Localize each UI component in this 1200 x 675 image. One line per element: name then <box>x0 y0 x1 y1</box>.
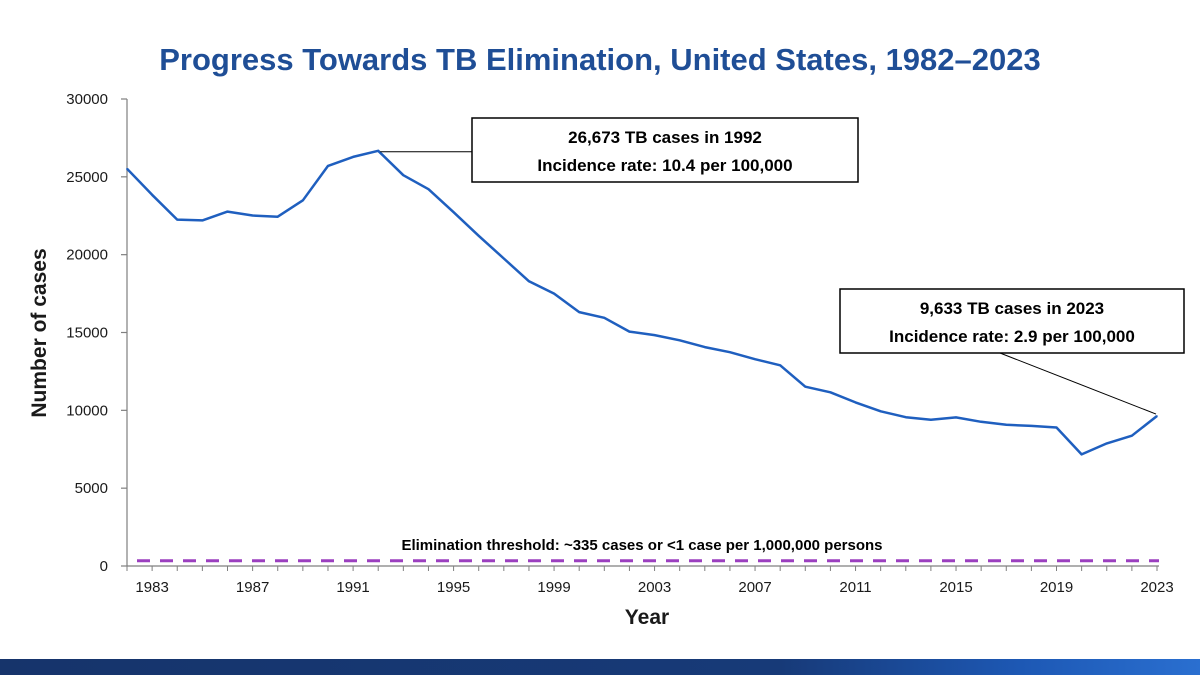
data-point <box>528 280 530 283</box>
annotation-1992-line2: Incidence rate: 10.4 per 100,000 <box>537 156 792 175</box>
data-point <box>201 219 204 222</box>
annotation-2023-line2: Incidence rate: 2.9 per 100,000 <box>889 327 1135 346</box>
data-point <box>1080 453 1083 456</box>
data-point <box>704 346 706 348</box>
data-point <box>653 334 656 336</box>
data-point <box>126 167 128 170</box>
y-tick-label: 10000 <box>66 402 108 419</box>
data-point <box>302 199 304 202</box>
x-tick-label: 2023 <box>1140 579 1173 596</box>
x-tick-label: 1999 <box>537 579 570 596</box>
y-tick-label: 0 <box>100 558 108 575</box>
data-point <box>779 364 781 367</box>
x-tick-label: 1987 <box>236 579 269 596</box>
data-point <box>503 257 505 260</box>
x-tick-label: 2019 <box>1040 579 1073 596</box>
data-point <box>603 316 606 319</box>
data-point <box>276 215 279 218</box>
annotation-2023-line1: 9,633 TB cases in 2023 <box>920 299 1104 318</box>
annotation-2023-box <box>839 288 1185 354</box>
data-point <box>1131 434 1133 437</box>
data-point <box>854 401 857 404</box>
threshold-layer: Elimination threshold: ~335 cases or <1 … <box>137 537 1159 563</box>
data-point <box>678 339 681 342</box>
x-tick-label: 1995 <box>437 579 470 596</box>
x-tick-label: 2011 <box>839 579 871 596</box>
data-point <box>980 421 982 423</box>
data-point <box>829 391 832 394</box>
data-point <box>427 188 430 190</box>
series-line-tb-cases <box>126 149 1158 456</box>
tb-cases-chart: Progress Towards TB Elimination, United … <box>28 42 1185 629</box>
x-tick-label: 1991 <box>336 579 369 596</box>
x-tick-label: 2015 <box>939 579 972 596</box>
annotation-1992-line1: 26,673 TB cases in 1992 <box>568 128 762 147</box>
data-point <box>151 193 153 196</box>
chart-title: Progress Towards TB Elimination, United … <box>159 42 1041 77</box>
y-tick-label: 30000 <box>66 91 108 108</box>
data-point <box>1105 442 1108 445</box>
data-point <box>176 218 179 221</box>
data-point <box>377 149 380 152</box>
data-point <box>930 418 932 421</box>
data-point <box>452 211 455 214</box>
data-point <box>628 330 631 333</box>
data-point <box>578 311 580 313</box>
threshold-label: Elimination threshold: ~335 cases or <1 … <box>401 537 882 554</box>
data-point <box>327 165 329 167</box>
y-tick-label: 5000 <box>75 480 108 497</box>
x-axis-title: Year <box>625 606 669 629</box>
y-axis-title: Number of cases <box>28 248 51 417</box>
data-point <box>1156 415 1158 417</box>
annotation-2023: 9,633 TB cases in 2023 Incidence rate: 2… <box>839 288 1185 415</box>
axes: 0 5000 10000 15000 20000 25000 30000 1983 1987 19… <box>66 91 1173 596</box>
annotation-1992-box <box>471 117 859 183</box>
data-point <box>553 292 555 295</box>
data-point <box>402 174 405 177</box>
data-point <box>804 385 807 388</box>
data-point <box>1055 426 1058 429</box>
footer-bar <box>0 659 1200 675</box>
series-layer <box>126 149 1158 456</box>
data-point <box>955 416 957 419</box>
data-point <box>1005 423 1008 426</box>
data-point <box>729 351 731 354</box>
data-point <box>1030 425 1033 427</box>
y-tick-label: 20000 <box>66 247 108 264</box>
data-point <box>251 214 254 217</box>
annotation-1992: 26,673 TB cases in 1992 Incidence rate: … <box>380 117 859 183</box>
data-point <box>754 358 756 361</box>
data-point <box>879 410 882 413</box>
y-tick-label: 25000 <box>66 169 108 186</box>
x-tick-label: 1983 <box>135 579 168 596</box>
data-point <box>352 156 354 158</box>
x-tick-label: 2003 <box>638 579 671 596</box>
data-point <box>904 416 907 418</box>
y-tick-label: 15000 <box>66 325 108 342</box>
data-point <box>477 235 480 237</box>
annotation-2023-leader <box>999 352 1157 415</box>
x-tick-label: 2007 <box>738 579 771 596</box>
data-point <box>226 210 229 213</box>
